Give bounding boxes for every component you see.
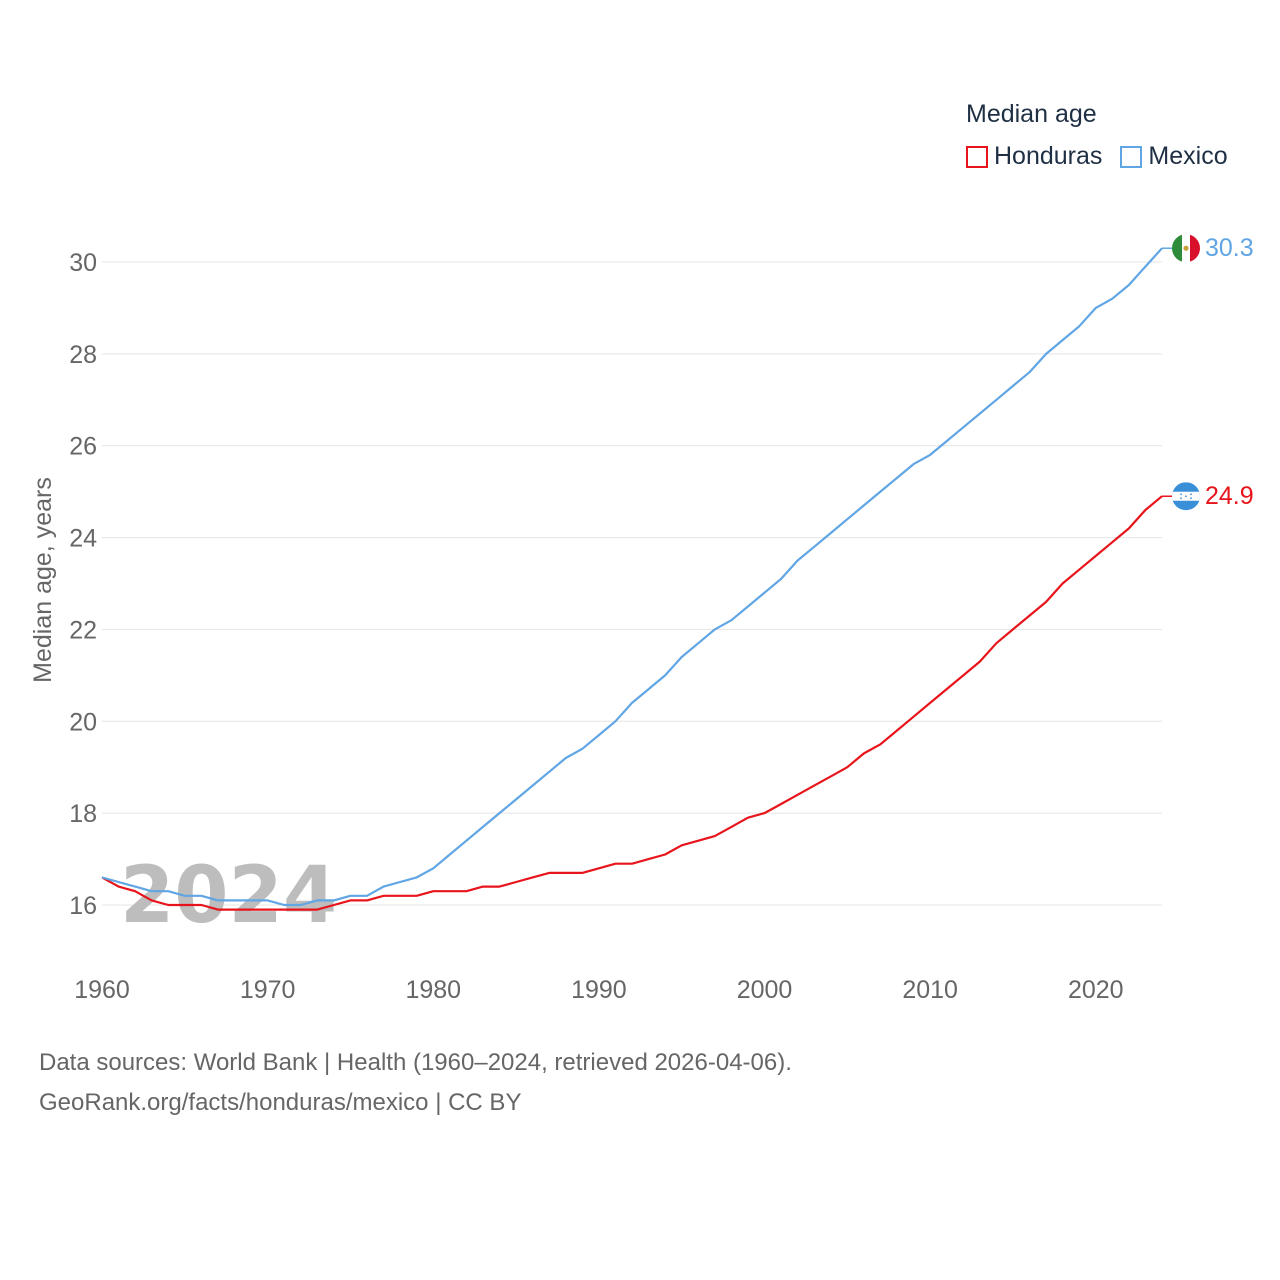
flag-star-2 bbox=[1185, 495, 1187, 498]
series-line-mexico bbox=[101, 247, 1163, 907]
gridlines bbox=[102, 261, 1162, 906]
x-tick-label-1990: 1990 bbox=[571, 976, 627, 1004]
flag-star-3 bbox=[1180, 497, 1182, 500]
y-axis-ticks: 16 18 20 22 24 26 28 30 bbox=[69, 249, 97, 920]
legend: Honduras Mexico bbox=[966, 142, 1246, 171]
x-tick-label-2010: 2010 bbox=[902, 976, 958, 1004]
flag-stripe-green bbox=[1172, 234, 1182, 263]
y-tick-label-20: 20 bbox=[69, 708, 97, 736]
legend-swatch-mexico bbox=[1120, 145, 1143, 168]
x-tick-label-1960: 1960 bbox=[74, 976, 130, 1004]
legend-title: Median age bbox=[966, 100, 1097, 128]
end-label-honduras: 24.9 bbox=[1205, 482, 1254, 510]
footer: Data sources: World Bank | Health (1960–… bbox=[39, 1043, 792, 1123]
flag-star-4 bbox=[1190, 497, 1192, 500]
data-sources: Data sources: World Bank | Health (1960–… bbox=[39, 1049, 792, 1076]
legend-label-honduras: Honduras bbox=[994, 142, 1103, 170]
series-layer bbox=[101, 247, 1163, 911]
flag-body-mexico bbox=[1172, 234, 1200, 263]
x-axis-ticks: 1960 1970 1980 1990 2000 2010 2020 bbox=[74, 976, 1123, 1004]
honduras-flag-icon bbox=[1172, 482, 1200, 511]
y-tick-label-26: 26 bbox=[69, 433, 97, 461]
y-tick-label-22: 22 bbox=[69, 616, 97, 644]
y-tick-label-28: 28 bbox=[69, 341, 97, 369]
flag-star-1 bbox=[1190, 493, 1192, 496]
y-axis-label: Median age, years bbox=[29, 477, 57, 683]
flag-stripe-red bbox=[1190, 234, 1200, 263]
end-label-mexico: 30.3 bbox=[1205, 234, 1254, 262]
flag-body-honduras bbox=[1172, 482, 1200, 511]
y-tick-label-16: 16 bbox=[69, 892, 97, 920]
series-line-honduras bbox=[101, 495, 1163, 911]
flag-star-0 bbox=[1180, 493, 1182, 496]
x-tick-label-2000: 2000 bbox=[737, 976, 793, 1004]
x-tick-label-1980: 1980 bbox=[405, 976, 461, 1004]
y-tick-label-18: 18 bbox=[69, 800, 97, 828]
x-tick-label-1970: 1970 bbox=[240, 976, 296, 1004]
flag-emblem bbox=[1183, 245, 1189, 251]
y-tick-label-30: 30 bbox=[69, 249, 97, 277]
x-tick-label-2020: 2020 bbox=[1068, 976, 1124, 1004]
end-labels: 24.9 30.3 bbox=[1162, 234, 1254, 511]
legend-swatch-honduras bbox=[966, 145, 988, 168]
mexico-flag-icon bbox=[1172, 234, 1200, 263]
year-watermark: 2024 bbox=[120, 851, 337, 941]
legend-item-honduras[interactable]: Honduras bbox=[966, 142, 1102, 171]
y-tick-label-24: 24 bbox=[69, 525, 97, 553]
legend-label-mexico: Mexico bbox=[1148, 142, 1228, 170]
credit-link[interactable]: GeoRank.org/facts/honduras/mexico | CC B… bbox=[39, 1089, 522, 1116]
legend-item-mexico[interactable]: Mexico bbox=[1120, 142, 1228, 171]
